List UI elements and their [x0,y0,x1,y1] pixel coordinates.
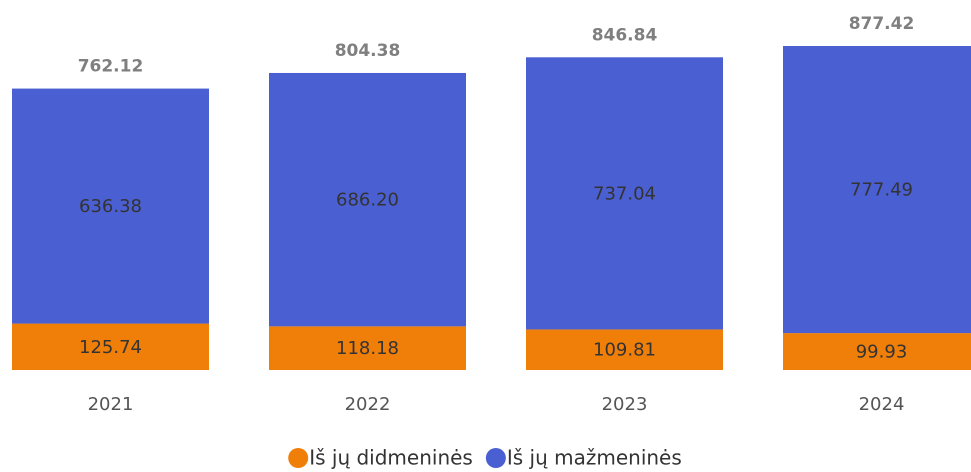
bar-segment [783,46,971,334]
bar-segment [12,323,209,370]
total-label: 877.42 [849,14,915,34]
bar-segment [269,72,466,327]
x-tick-label: 2024 [859,394,905,415]
data-label: 686.20 [336,190,399,211]
bar-segment [526,329,723,370]
bar-segment [526,57,723,330]
legend-label: Iš jų mažmeninės [507,446,682,470]
x-tick-label: 2021 [88,394,134,415]
data-label: 125.74 [79,337,142,358]
legend-marker [485,448,506,468]
legend-label: Iš jų didmeninės [309,446,473,470]
bar-segment [783,333,971,370]
x-tick-label: 2023 [602,394,648,415]
bar-segment [269,326,466,370]
total-label: 846.84 [592,25,658,45]
total-label: 762.12 [78,57,144,77]
legend-marker [288,448,309,468]
data-label: 636.38 [79,196,142,217]
data-label: 777.49 [850,180,913,201]
x-tick-label: 2022 [345,394,391,415]
bar-segment [12,88,209,324]
data-label: 737.04 [593,183,656,204]
data-label: 109.81 [593,340,656,361]
total-label: 804.38 [335,41,401,61]
data-label: 118.18 [336,338,399,359]
data-label: 99.93 [856,342,908,363]
